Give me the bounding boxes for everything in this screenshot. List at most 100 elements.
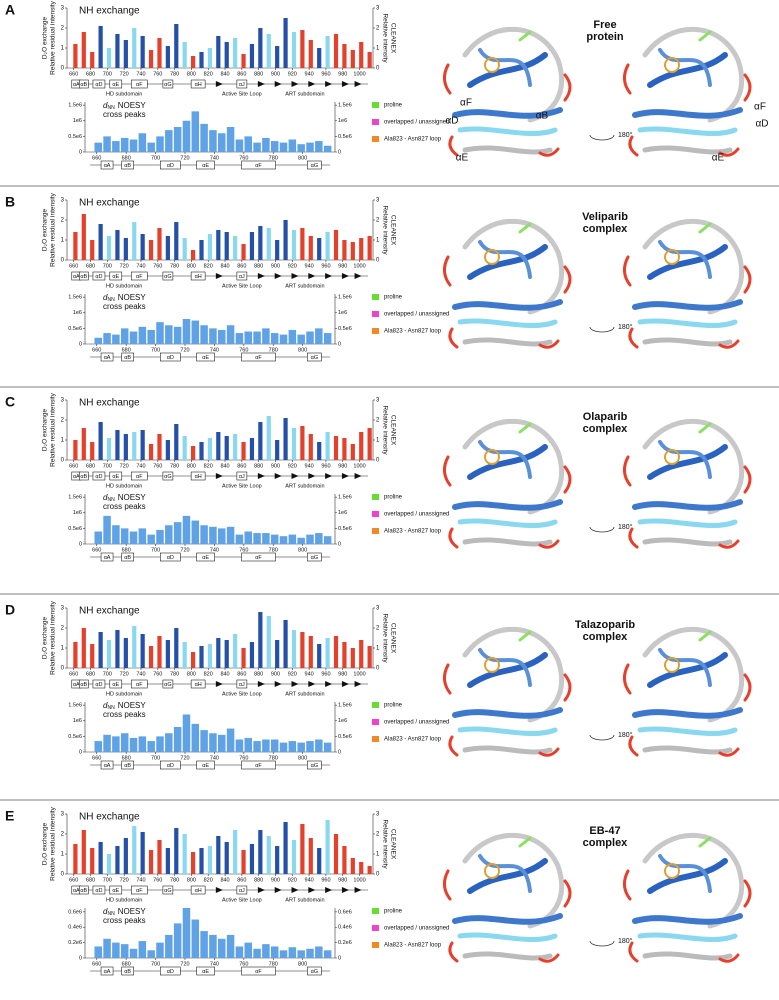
y-tick-label: 3 xyxy=(61,398,65,404)
structure-ribbon xyxy=(637,126,738,137)
title-symbol: d xyxy=(103,493,108,502)
helix-box xyxy=(159,552,181,562)
bar xyxy=(249,844,255,874)
y-tick-label: 2 xyxy=(61,218,65,224)
helix-box xyxy=(196,760,215,770)
structure-caption: Free xyxy=(593,19,616,31)
helix-box xyxy=(307,966,322,976)
bar xyxy=(241,244,246,260)
helix-label: αH xyxy=(195,888,202,894)
x-tick-label: 680 xyxy=(122,347,131,353)
y-tick-label: 1.5e6 xyxy=(68,703,82,709)
helix-label: αH xyxy=(195,474,202,480)
y-axis-label: D₂O exchange xyxy=(42,822,49,865)
bar xyxy=(226,728,235,752)
helix-label: αE xyxy=(202,969,209,975)
structure-ribbon xyxy=(647,652,728,688)
helix-label: αB xyxy=(124,969,131,975)
bar xyxy=(325,820,330,874)
helix-label: αA xyxy=(104,555,111,561)
strand-arrow xyxy=(257,81,265,87)
y2-tick-label: 0.5e6 xyxy=(338,134,352,140)
x-tick-label: 680 xyxy=(86,263,95,269)
y-axis-label: D₂O exchange xyxy=(42,408,49,451)
x-tick-label: 880 xyxy=(254,463,263,469)
strand-arrow xyxy=(274,473,282,479)
x-tick-label: 700 xyxy=(151,547,160,553)
y-tick-label: 0 xyxy=(79,955,82,961)
bar xyxy=(218,528,226,544)
strand-arrow xyxy=(308,81,316,87)
helix-box xyxy=(79,679,89,689)
helix-box xyxy=(109,885,123,895)
y2-tick-label: 0 xyxy=(338,955,341,961)
bar xyxy=(266,836,271,874)
bar xyxy=(315,141,323,152)
x-tick-label: 860 xyxy=(237,463,246,469)
x-tick-label: 900 xyxy=(271,671,280,677)
x-tick-label: 760 xyxy=(239,347,248,353)
bar xyxy=(115,846,120,874)
bar xyxy=(291,230,297,260)
y2-tick-label: 1 xyxy=(376,646,380,652)
bar xyxy=(241,442,246,460)
bar xyxy=(147,741,155,752)
y-tick-label: 1 xyxy=(61,46,65,52)
strand-arrow xyxy=(257,473,265,479)
y2-tick-label: 1 xyxy=(376,238,380,244)
y2-tick-label: 3 xyxy=(376,198,380,204)
strand-arrow xyxy=(341,887,349,893)
y-tick-label: 0 xyxy=(79,149,82,155)
bar xyxy=(291,32,297,68)
structure-ribbon xyxy=(658,440,712,479)
bar xyxy=(367,428,372,460)
bar xyxy=(94,531,102,544)
helix-box xyxy=(109,679,123,689)
x-tick-label: 780 xyxy=(170,463,179,469)
x-tick-label: 660 xyxy=(69,877,78,883)
domain-label: Active Site Loop xyxy=(222,897,262,903)
helix-label: αJ xyxy=(239,274,245,280)
bar xyxy=(288,329,297,344)
legend-label: overlapped / unassigned xyxy=(384,926,449,932)
bar xyxy=(279,334,288,344)
bar xyxy=(174,222,179,260)
bar xyxy=(173,326,182,344)
bar xyxy=(270,141,279,152)
domain-label: ART subdomain xyxy=(285,691,324,697)
bar xyxy=(120,944,129,958)
structure-ribbon xyxy=(467,244,548,280)
bar xyxy=(244,331,252,344)
structure-caption: Olaparib xyxy=(583,411,628,423)
bar xyxy=(129,139,138,152)
bar xyxy=(90,848,95,874)
bar xyxy=(249,44,255,68)
strand-arrow xyxy=(308,681,316,687)
bar xyxy=(209,733,217,752)
x-tick-label: 780 xyxy=(170,263,179,269)
bar xyxy=(103,515,111,544)
legend-label: Ala823 - Asn827 loop xyxy=(384,137,442,143)
y2-tick-label: 1.5e6 xyxy=(338,495,352,501)
bar xyxy=(350,858,355,874)
structure-ribbon xyxy=(637,932,738,943)
helix-label: αD xyxy=(167,763,174,769)
bar xyxy=(325,36,330,68)
bar xyxy=(132,28,137,68)
bar xyxy=(325,232,330,260)
helix-box xyxy=(130,271,148,281)
helix-box xyxy=(196,966,215,976)
bar xyxy=(156,322,164,344)
bar xyxy=(165,934,173,958)
bar xyxy=(359,42,364,68)
y-tick-label: 0 xyxy=(61,666,65,672)
bar xyxy=(253,741,261,752)
bar xyxy=(129,737,138,752)
chart-title: dNN NOESY xyxy=(103,907,146,917)
structure-caption: complex xyxy=(583,223,629,235)
x-tick-label: 720 xyxy=(180,155,189,161)
strand-arrow xyxy=(257,681,265,687)
bar xyxy=(94,337,102,344)
bar xyxy=(81,214,86,260)
y-tick-label: 0 xyxy=(79,541,82,547)
